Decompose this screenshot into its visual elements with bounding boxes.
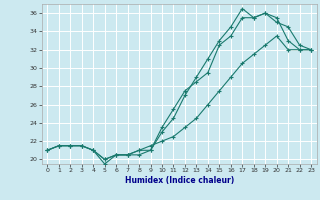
X-axis label: Humidex (Indice chaleur): Humidex (Indice chaleur) xyxy=(124,176,234,185)
